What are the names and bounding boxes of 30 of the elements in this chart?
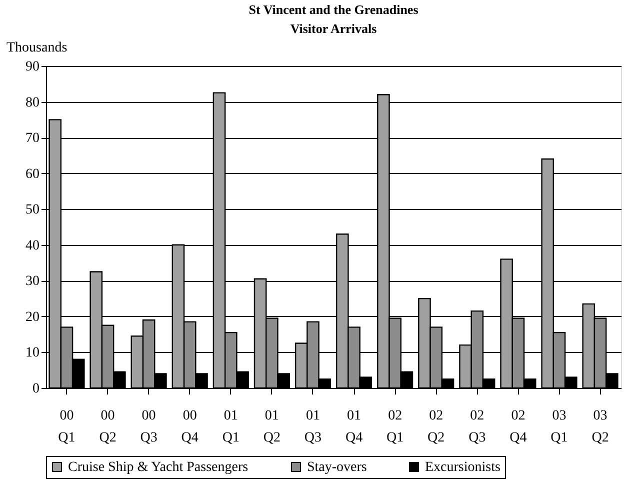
legend-label: Stay-overs (307, 460, 367, 475)
y-tick-label: 50 (26, 202, 40, 218)
x-tick-label: 00 Q4 (181, 408, 198, 446)
x-tick-label: 01 Q1 (222, 408, 240, 446)
y-tick-label: 80 (26, 95, 40, 110)
y-tick-label: 20 (26, 310, 40, 325)
x-tick-label: 01 Q4 (345, 408, 363, 446)
y-tick-label: 70 (26, 131, 40, 146)
x-tick-label: 02 Q3 (468, 408, 486, 446)
y-tick-label: 0 (32, 382, 40, 396)
x-tick-label: 01 Q3 (304, 408, 322, 446)
chart-title: St Vincent and the Grenadines (248, 2, 418, 17)
x-tick-label: 00 Q3 (140, 408, 158, 446)
chart-subtitle: Visitor Arrivals (290, 21, 377, 36)
y-tick-label: 40 (26, 238, 40, 254)
x-tick-label: 03 Q2 (592, 408, 609, 446)
x-tick-label: 02 Q1 (386, 408, 404, 446)
x-tick-label: 02 Q4 (510, 408, 527, 446)
legend-label: Excursionists (425, 460, 500, 475)
x-tick-label: 00 Q1 (58, 408, 76, 446)
y-axis-title: Thousands (6, 40, 68, 56)
x-tick-label: 03 Q1 (550, 408, 568, 446)
y-tick-label: 60 (26, 166, 40, 182)
x-tick-label: 01 Q2 (263, 408, 280, 446)
legend-label: Cruise Ship & Yacht Passengers (68, 460, 248, 475)
y-tick-label: 30 (26, 274, 40, 290)
x-tick-label: 00 Q2 (99, 408, 116, 446)
y-tick-label: 90 (26, 60, 40, 74)
x-tick-label: 02 Q2 (428, 408, 445, 446)
y-tick-label: 10 (26, 346, 40, 361)
